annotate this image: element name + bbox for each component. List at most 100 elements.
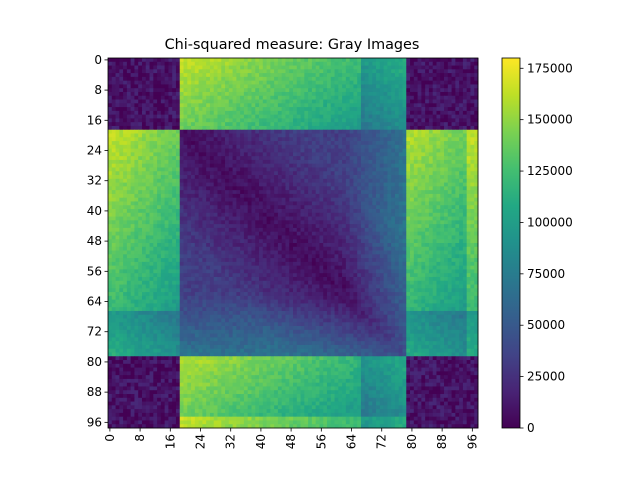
heatmap-cell	[183, 201, 188, 206]
heatmap-cell	[243, 205, 249, 210]
heatmap-cell	[160, 61, 166, 66]
heatmap-cell	[281, 243, 286, 248]
heatmap-cell	[417, 148, 422, 153]
heatmap-cell	[357, 84, 362, 89]
heatmap-cell	[145, 76, 150, 82]
heatmap-cell	[236, 141, 241, 146]
heatmap-cell	[459, 246, 464, 251]
heatmap-cell	[360, 95, 366, 100]
heatmap-cell	[221, 129, 226, 134]
heatmap-cell	[168, 58, 173, 63]
heatmap-cell	[394, 159, 400, 165]
heatmap-cell	[364, 88, 369, 93]
heatmap-cell	[191, 99, 196, 104]
heatmap-cell	[115, 163, 120, 168]
heatmap-cell	[198, 141, 203, 146]
heatmap-cell	[138, 99, 143, 104]
heatmap-cell	[115, 91, 120, 97]
heatmap-cell	[474, 216, 479, 221]
heatmap-cell	[391, 103, 396, 108]
heatmap-cell	[440, 69, 445, 74]
heatmap-cell	[372, 84, 377, 89]
heatmap-cell	[334, 152, 339, 157]
heatmap-cell	[255, 129, 260, 134]
heatmap-cell	[383, 129, 388, 134]
heatmap-cell	[119, 61, 124, 66]
heatmap-cell	[111, 103, 116, 108]
heatmap-cell	[391, 216, 396, 221]
heatmap-cell	[428, 148, 434, 153]
heatmap-cell	[202, 156, 207, 161]
heatmap-cell	[213, 76, 218, 82]
heatmap-cell	[225, 171, 230, 176]
heatmap-cell	[262, 163, 267, 168]
heatmap-cell	[360, 209, 366, 214]
heatmap-cell	[406, 118, 411, 123]
heatmap-cell	[459, 156, 464, 161]
heatmap-cell	[168, 205, 173, 210]
heatmap-cell	[394, 80, 400, 85]
heatmap-cell	[141, 88, 147, 93]
heatmap-cell	[398, 209, 403, 214]
heatmap-cell	[262, 141, 267, 146]
heatmap-cell	[466, 65, 471, 70]
heatmap-cell	[391, 175, 396, 180]
heatmap-cell	[421, 201, 426, 206]
heatmap-cell	[296, 163, 301, 168]
heatmap-cell	[115, 144, 120, 150]
heatmap-cell	[383, 133, 388, 138]
heatmap-cell	[285, 227, 290, 233]
heatmap-cell	[179, 141, 184, 146]
heatmap-cell	[293, 65, 298, 70]
heatmap-cell	[274, 182, 279, 187]
heatmap-cell	[360, 216, 366, 221]
heatmap-cell	[368, 197, 373, 202]
heatmap-cell	[134, 175, 139, 180]
heatmap-cell	[209, 88, 215, 93]
heatmap-cell	[179, 227, 184, 233]
heatmap-cell	[119, 246, 124, 251]
heatmap-cell	[372, 122, 377, 127]
heatmap-cell	[119, 220, 124, 225]
heatmap-cell	[164, 148, 169, 153]
heatmap-cell	[425, 152, 430, 157]
heatmap-cell	[304, 167, 309, 172]
heatmap-cell	[319, 84, 324, 89]
heatmap-cell	[353, 182, 358, 187]
heatmap-cell	[334, 220, 339, 225]
heatmap-cell	[300, 91, 305, 97]
heatmap-cell	[345, 246, 351, 251]
heatmap-cell	[255, 65, 260, 70]
heatmap-cell	[387, 182, 392, 187]
heatmap-cell	[130, 190, 135, 195]
heatmap-cell	[168, 209, 173, 214]
heatmap-cell	[130, 163, 135, 168]
heatmap-cell	[270, 156, 275, 161]
heatmap-cell	[225, 144, 230, 150]
heatmap-cell	[160, 137, 166, 142]
heatmap-cell	[183, 125, 188, 131]
heatmap-cell	[262, 190, 267, 195]
heatmap-cell	[391, 65, 396, 70]
heatmap-cell	[168, 246, 173, 251]
heatmap-cell	[425, 95, 430, 100]
heatmap-cell	[281, 107, 286, 112]
heatmap-cell	[364, 190, 369, 195]
heatmap-cell	[402, 209, 407, 214]
heatmap-cell	[164, 243, 169, 248]
heatmap-cell	[293, 99, 298, 104]
heatmap-cell	[247, 141, 252, 146]
heatmap-cell	[353, 95, 358, 100]
heatmap-cell	[247, 125, 252, 131]
heatmap-cell	[406, 58, 411, 63]
heatmap-cell	[168, 133, 173, 138]
heatmap-cell	[342, 76, 347, 82]
heatmap-cell	[342, 178, 347, 183]
heatmap-cell	[285, 65, 290, 70]
heatmap-cell	[338, 103, 343, 108]
heatmap-cell	[372, 141, 377, 146]
heatmap-cell	[383, 209, 388, 214]
heatmap-cell	[266, 125, 271, 131]
heatmap-cell	[213, 186, 218, 191]
heatmap-cell	[183, 110, 188, 116]
